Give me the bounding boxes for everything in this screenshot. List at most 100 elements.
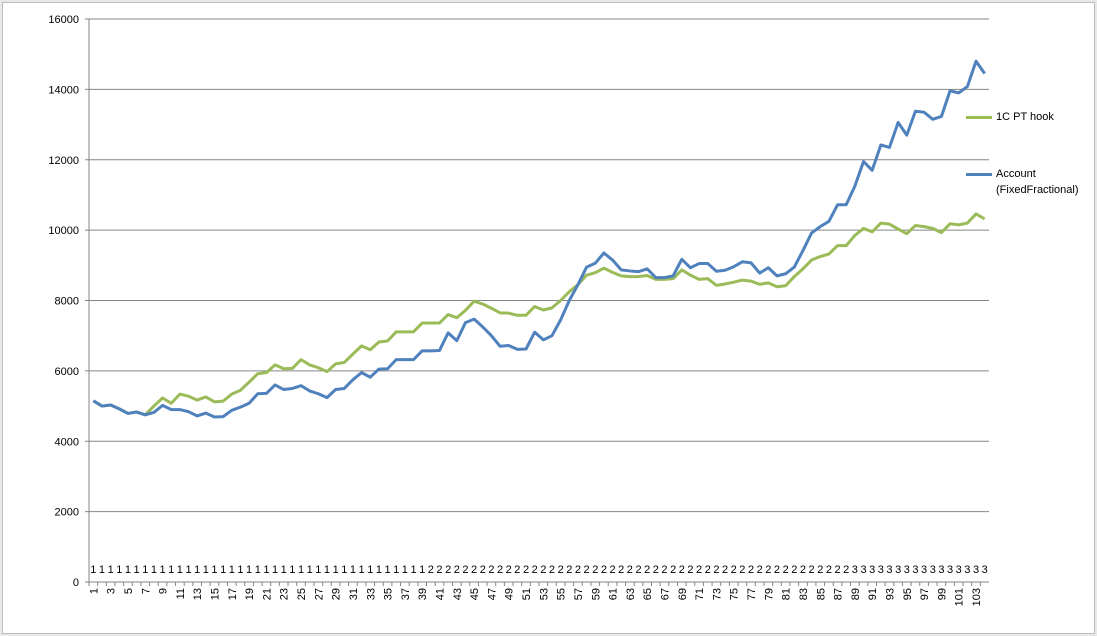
data-label: 1 <box>298 564 304 576</box>
data-label: 1 <box>367 564 373 576</box>
data-label: 2 <box>497 564 503 576</box>
x-tick-label: 35 <box>383 588 395 600</box>
x-tick-label: 19 <box>244 588 256 600</box>
data-label: 2 <box>722 564 728 576</box>
x-tick-label: 91 <box>867 588 879 600</box>
data-label: 3 <box>938 564 944 576</box>
data-label: 2 <box>506 564 512 576</box>
data-label: 3 <box>964 564 970 576</box>
data-label: 3 <box>973 564 979 576</box>
data-label: 2 <box>644 564 650 576</box>
legend-label: 1C PT hook <box>996 111 1054 123</box>
y-tick-label: 2000 <box>55 507 79 519</box>
data-label: 2 <box>454 564 460 576</box>
x-tick-label: 7 <box>140 588 152 594</box>
x-tick-label: 85 <box>815 588 827 600</box>
data-label: 1 <box>168 564 174 576</box>
y-tick-label: 0 <box>73 577 79 589</box>
data-label: 2 <box>731 564 737 576</box>
data-label: 1 <box>359 564 365 576</box>
x-tick-label: 95 <box>902 588 914 600</box>
x-tick-label: 39 <box>417 588 429 600</box>
data-label: 1 <box>246 564 252 576</box>
data-label: 1 <box>194 564 200 576</box>
data-label: 2 <box>791 564 797 576</box>
x-tick-label: 87 <box>833 588 845 600</box>
data-label: 1 <box>255 564 261 576</box>
data-label: 1 <box>315 564 321 576</box>
data-label: 2 <box>739 564 745 576</box>
x-tick-label: 75 <box>729 588 741 600</box>
data-label: 3 <box>982 564 988 576</box>
x-tick-label: 11 <box>175 588 187 599</box>
x-tick-label: 51 <box>521 588 533 600</box>
data-label: 1 <box>384 564 390 576</box>
data-label: 3 <box>904 564 910 576</box>
x-tick-label: 67 <box>659 588 671 600</box>
data-label: 1 <box>307 564 313 576</box>
x-tick-label: 9 <box>158 588 170 594</box>
data-label: 2 <box>627 564 633 576</box>
data-label: 3 <box>869 564 875 576</box>
data-label: 1 <box>402 564 408 576</box>
data-label: 1 <box>350 564 356 576</box>
legend-item: 1C PT hook <box>966 109 1091 125</box>
data-label: 3 <box>860 564 866 576</box>
data-label: 2 <box>817 564 823 576</box>
data-label: 1 <box>159 564 165 576</box>
data-label: 3 <box>852 564 858 576</box>
x-tick-label: 25 <box>296 588 308 600</box>
data-label: 2 <box>783 564 789 576</box>
x-tick-label: 59 <box>590 588 602 600</box>
data-label: 2 <box>532 564 538 576</box>
data-label: 2 <box>558 564 564 576</box>
x-tick-label: 89 <box>850 588 862 600</box>
legend-swatch <box>966 116 992 119</box>
data-label: 2 <box>592 564 598 576</box>
data-label: 2 <box>774 564 780 576</box>
data-label: 2 <box>679 564 685 576</box>
x-tick-label: 27 <box>313 588 325 600</box>
x-tick-label: 45 <box>469 588 481 600</box>
x-tick-label: 33 <box>365 588 377 600</box>
data-label: 2 <box>834 564 840 576</box>
data-label: 2 <box>609 564 615 576</box>
x-tick-label: 93 <box>884 588 896 600</box>
data-label: 2 <box>670 564 676 576</box>
data-label: 1 <box>125 564 131 576</box>
data-label: 2 <box>428 564 434 576</box>
data-label: 1 <box>333 564 339 576</box>
x-tick-label: 37 <box>400 588 412 600</box>
data-label: 2 <box>445 564 451 576</box>
x-tick-label: 99 <box>936 588 948 600</box>
data-label: 2 <box>687 564 693 576</box>
x-tick-label: 47 <box>486 588 498 600</box>
x-tick-label: 5 <box>123 588 135 594</box>
series-line <box>92 59 986 419</box>
data-label: 1 <box>185 564 191 576</box>
data-label: 2 <box>705 564 711 576</box>
x-tick-label: 97 <box>919 588 931 600</box>
data-label: 2 <box>635 564 641 576</box>
data-label: 2 <box>480 564 486 576</box>
data-label: 1 <box>324 564 330 576</box>
y-tick-label: 12000 <box>48 155 79 167</box>
x-tick-label: 73 <box>711 588 723 600</box>
x-tick-label: 13 <box>192 588 204 600</box>
data-label: 2 <box>514 564 520 576</box>
data-label: 2 <box>471 564 477 576</box>
data-label: 2 <box>826 564 832 576</box>
x-tick-label: 81 <box>781 588 793 600</box>
data-label: 2 <box>488 564 494 576</box>
data-label: 2 <box>843 564 849 576</box>
data-label: 1 <box>203 564 209 576</box>
legend-item: Account (FixedFractional) <box>966 166 1091 198</box>
legend-swatch <box>966 173 992 176</box>
x-tick-label: 71 <box>694 588 706 600</box>
x-tick-label: 63 <box>625 588 637 600</box>
data-label: 2 <box>540 564 546 576</box>
data-label: 1 <box>220 564 226 576</box>
x-tick-label: 3 <box>106 588 118 594</box>
